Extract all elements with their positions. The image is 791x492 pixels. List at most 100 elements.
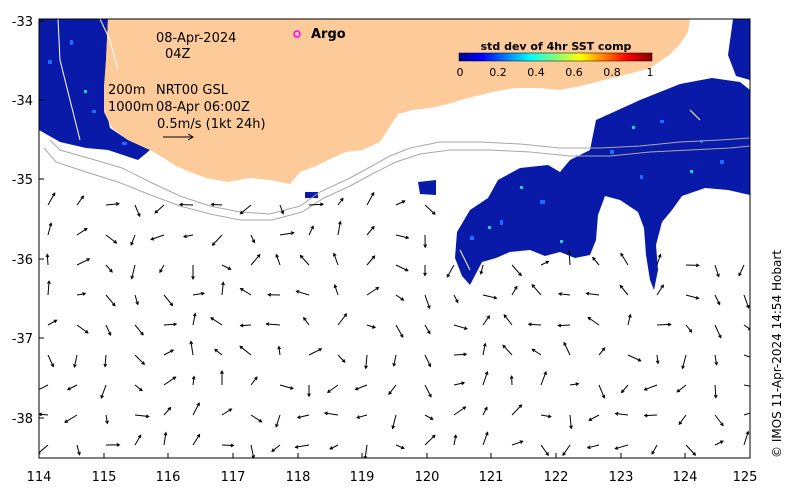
velocity-arrow bbox=[424, 204, 436, 215]
velocity-arrow-head bbox=[753, 385, 756, 388]
bathymetry-contours bbox=[43, 137, 750, 221]
velocity-arrow-head bbox=[251, 239, 256, 244]
velocity-arrow-head bbox=[86, 258, 91, 262]
lat-tick-label: -38 bbox=[12, 412, 33, 427]
velocity-arrow bbox=[324, 412, 339, 416]
velocity-arrow-head bbox=[643, 387, 648, 391]
velocity-arrow-head bbox=[716, 273, 720, 278]
velocity-arrow bbox=[743, 354, 750, 358]
velocity-arrow-head bbox=[73, 364, 77, 369]
velocity-arrow bbox=[393, 354, 397, 367]
velocity-arrow-head bbox=[170, 349, 175, 353]
velocity-arrow bbox=[47, 281, 50, 296]
velocity-arrow-head bbox=[427, 330, 431, 335]
velocity-arrow bbox=[424, 324, 431, 334]
velocity-arrow-head bbox=[45, 253, 50, 258]
velocity-arrow-head bbox=[332, 252, 337, 257]
velocity-arrow-head bbox=[399, 334, 404, 339]
scale-arrow bbox=[163, 133, 194, 141]
velocity-arrow bbox=[192, 402, 200, 416]
velocity-arrow bbox=[163, 349, 174, 356]
velocity-arrow-head bbox=[388, 391, 392, 396]
velocity-arrow bbox=[47, 319, 57, 326]
velocity-arrow-head bbox=[518, 404, 523, 409]
velocity-arrow bbox=[134, 434, 142, 446]
velocity-arrow-head bbox=[83, 228, 88, 232]
velocity-arrow bbox=[395, 324, 404, 338]
velocity-arrow-head bbox=[518, 272, 522, 277]
velocity-arrow bbox=[327, 384, 339, 393]
velocity-arrow bbox=[221, 444, 234, 446]
velocity-arrow bbox=[714, 324, 722, 338]
velocity-arrow bbox=[73, 354, 78, 368]
velocity-arrow bbox=[424, 294, 431, 309]
velocity-arrow-head bbox=[695, 296, 700, 300]
velocity-arrow bbox=[179, 204, 194, 206]
velocity-arrow-head bbox=[113, 240, 118, 244]
velocity-arrow bbox=[279, 204, 284, 214]
velocity-arrow bbox=[453, 324, 468, 330]
velocity-arrow bbox=[395, 264, 409, 272]
velocity-arrow bbox=[627, 314, 631, 326]
velocity-arrow bbox=[482, 432, 489, 446]
velocity-arrow-head bbox=[557, 323, 562, 328]
velocity-arrow-head bbox=[400, 445, 405, 450]
velocity-arrow bbox=[453, 382, 465, 386]
velocity-arrow-head bbox=[588, 417, 593, 421]
velocity-arrow-head bbox=[619, 284, 624, 289]
drifter-tracks bbox=[57, 19, 701, 271]
velocity-arrow bbox=[480, 264, 484, 275]
lon-tick-label: 119 bbox=[350, 470, 375, 485]
lon-tick-label: 116 bbox=[156, 470, 181, 485]
velocity-arrow-head bbox=[167, 406, 172, 411]
velocity-arrow bbox=[337, 221, 341, 236]
colorbar-tick: 0.4 bbox=[527, 66, 545, 79]
velocity-arrow bbox=[569, 414, 572, 429]
velocity-arrow-head bbox=[116, 443, 121, 447]
velocity-arrow bbox=[39, 384, 49, 391]
colorbar-tick: 1 bbox=[647, 66, 654, 79]
velocity-arrow-head bbox=[338, 220, 342, 225]
lon-tick-label: 124 bbox=[673, 470, 698, 485]
velocity-arrow bbox=[532, 348, 542, 356]
lon-tick-label: 120 bbox=[415, 470, 440, 485]
velocity-arrow-head bbox=[655, 360, 660, 365]
velocity-arrow bbox=[221, 408, 232, 416]
velocity-arrow bbox=[163, 432, 167, 446]
velocity-arrow-head bbox=[115, 202, 120, 206]
velocity-arrow-head bbox=[720, 422, 724, 427]
velocity-arrow bbox=[366, 192, 375, 206]
velocity-arrow bbox=[540, 371, 547, 386]
velocity-arrow bbox=[211, 203, 223, 206]
velocity-arrow-head bbox=[200, 291, 206, 296]
lon-tick-label: 121 bbox=[479, 470, 504, 485]
velocity-arrow bbox=[163, 376, 176, 386]
scale-label: 0.5m/s (1kt 24h) bbox=[157, 117, 266, 132]
velocity-arrow-head bbox=[145, 414, 150, 419]
velocity-arrow bbox=[278, 346, 281, 356]
velocity-arrow-head bbox=[446, 273, 451, 278]
velocity-arrow-head bbox=[543, 370, 547, 375]
velocity-arrow bbox=[453, 353, 467, 356]
colorbar-tick: 0.6 bbox=[565, 66, 583, 79]
velocity-arrow-head bbox=[107, 332, 112, 337]
velocity-arrow-head bbox=[172, 376, 177, 381]
velocity-arrow bbox=[511, 404, 522, 416]
velocity-arrow bbox=[337, 354, 346, 363]
velocity-arrow bbox=[192, 434, 201, 446]
velocity-arrow-head bbox=[463, 352, 468, 357]
velocity-arrow bbox=[627, 354, 641, 362]
velocity-arrow bbox=[620, 253, 629, 266]
velocity-arrow bbox=[743, 384, 750, 387]
velocity-arrow-head bbox=[364, 365, 368, 370]
velocity-arrow bbox=[656, 354, 659, 364]
velocity-arrow-head bbox=[239, 345, 244, 350]
velocity-arrow-head bbox=[299, 254, 304, 259]
velocity-arrow bbox=[453, 435, 457, 446]
velocity-arrow bbox=[511, 440, 523, 446]
velocity-arrow bbox=[395, 200, 405, 206]
lat-tick-label: -36 bbox=[12, 253, 33, 268]
velocity-arrow-head bbox=[545, 452, 549, 457]
velocity-arrow bbox=[656, 254, 661, 266]
plot-frame bbox=[38, 18, 751, 459]
